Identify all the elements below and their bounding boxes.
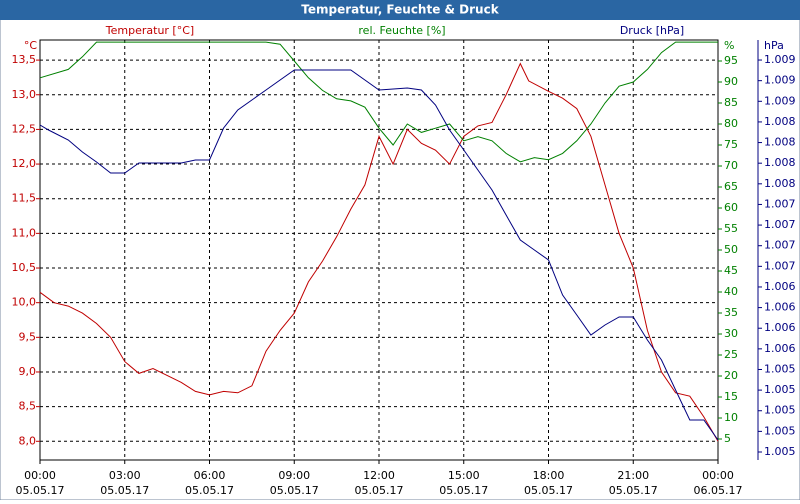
y2-tick-label: 5 <box>724 432 731 445</box>
y-tick-label: 9,5 <box>19 330 37 343</box>
x-tick-label: 15:00 <box>448 469 480 482</box>
y3-tick-label: 1.006 <box>764 342 796 355</box>
series-line <box>39 41 718 163</box>
y3-tick-label: 1.006 <box>764 321 796 334</box>
x-tick-label: 12:00 <box>363 469 395 482</box>
y-tick-label: 9,0 <box>19 365 37 378</box>
x-tick-date: 05.05.17 <box>16 484 65 497</box>
y3-unit: hPa <box>764 39 784 52</box>
y2-tick-label: 35 <box>724 306 738 319</box>
y3-tick-label: 1.009 <box>764 94 796 107</box>
x-tick-label: 00:00 <box>24 469 56 482</box>
y3-tick-label: 1.008 <box>764 156 796 169</box>
y2-tick-label: 55 <box>724 222 738 235</box>
y3-tick-label: 1.005 <box>764 424 796 437</box>
y-tick-label: 11,0 <box>12 226 37 239</box>
x-tick-date: 06.05.17 <box>694 484 743 497</box>
y2-tick-label: 65 <box>724 180 738 193</box>
y3-tick-label: 1.008 <box>764 177 796 190</box>
y3-tick-label: 1.006 <box>764 301 796 314</box>
y2-tick-label: 30 <box>724 327 738 340</box>
y-tick-label: 12,0 <box>12 157 37 170</box>
y3-tick-label: 1.005 <box>764 383 796 396</box>
x-tick-date: 05.05.17 <box>185 484 234 497</box>
y3-tick-label: 1.007 <box>764 197 796 210</box>
y2-tick-label: 85 <box>724 96 738 109</box>
series-line <box>39 62 719 442</box>
x-tick-label: 06:00 <box>194 469 226 482</box>
y2-tick-label: 25 <box>724 348 738 361</box>
x-tick-date: 05.05.17 <box>100 484 149 497</box>
x-tick-date: 05.05.17 <box>524 484 573 497</box>
y2-tick-label: 70 <box>724 159 738 172</box>
y3-tick-label: 1.009 <box>764 53 796 66</box>
y2-tick-label: 60 <box>724 201 738 214</box>
x-tick-date: 05.05.17 <box>439 484 488 497</box>
y3-tick-label: 1.005 <box>764 445 796 458</box>
y-tick-label: 8,0 <box>19 434 37 447</box>
x-tick-label: 21:00 <box>617 469 649 482</box>
y-tick-label: 8,5 <box>19 400 37 413</box>
y-tick-label: 12,5 <box>12 122 37 135</box>
y3-tick-label: 1.007 <box>764 259 796 272</box>
series-line <box>39 69 719 441</box>
series-label: rel. Feuchte [%] <box>358 24 445 37</box>
y2-tick-label: 90 <box>724 75 738 88</box>
y3-tick-label: 1.009 <box>764 74 796 87</box>
x-tick-label: 18:00 <box>533 469 565 482</box>
y2-tick-label: 45 <box>724 264 738 277</box>
y2-tick-label: 10 <box>724 411 738 424</box>
y-tick-label: 11,5 <box>12 192 37 205</box>
y-tick-label: 13,0 <box>12 88 37 101</box>
y3-tick-label: 1.007 <box>764 218 796 231</box>
chart-title: Temperatur, Feuchte & Druck <box>301 3 499 17</box>
x-tick-label: 03:00 <box>109 469 141 482</box>
y2-unit: % <box>724 39 734 52</box>
y2-tick-label: 50 <box>724 243 738 256</box>
y3-tick-label: 1.005 <box>764 362 796 375</box>
y2-tick-label: 80 <box>724 117 738 130</box>
y2-tick-label: 40 <box>724 285 738 298</box>
y-tick-label: 10,0 <box>12 296 37 309</box>
y-tick-label: 10,5 <box>12 261 37 274</box>
y-unit: °C <box>24 39 38 52</box>
y3-tick-label: 1.007 <box>764 239 796 252</box>
x-tick-date: 05.05.17 <box>355 484 404 497</box>
y3-tick-label: 1.006 <box>764 280 796 293</box>
y3-tick-label: 1.008 <box>764 115 796 128</box>
y3-tick-label: 1.005 <box>764 404 796 417</box>
x-tick-label: 09:00 <box>278 469 310 482</box>
y2-tick-label: 20 <box>724 369 738 382</box>
x-tick-label: 00:00 <box>702 469 734 482</box>
y2-tick-label: 75 <box>724 138 738 151</box>
series-label: Druck [hPa] <box>620 24 684 37</box>
x-tick-date: 05.05.17 <box>270 484 319 497</box>
y2-tick-label: 95 <box>724 54 738 67</box>
title-bar <box>0 0 800 20</box>
y-tick-label: 13,5 <box>12 53 37 66</box>
y3-tick-label: 1.008 <box>764 136 796 149</box>
x-tick-date: 05.05.17 <box>609 484 658 497</box>
y2-tick-label: 15 <box>724 390 738 403</box>
series-label: Temperatur [°C] <box>105 24 194 37</box>
